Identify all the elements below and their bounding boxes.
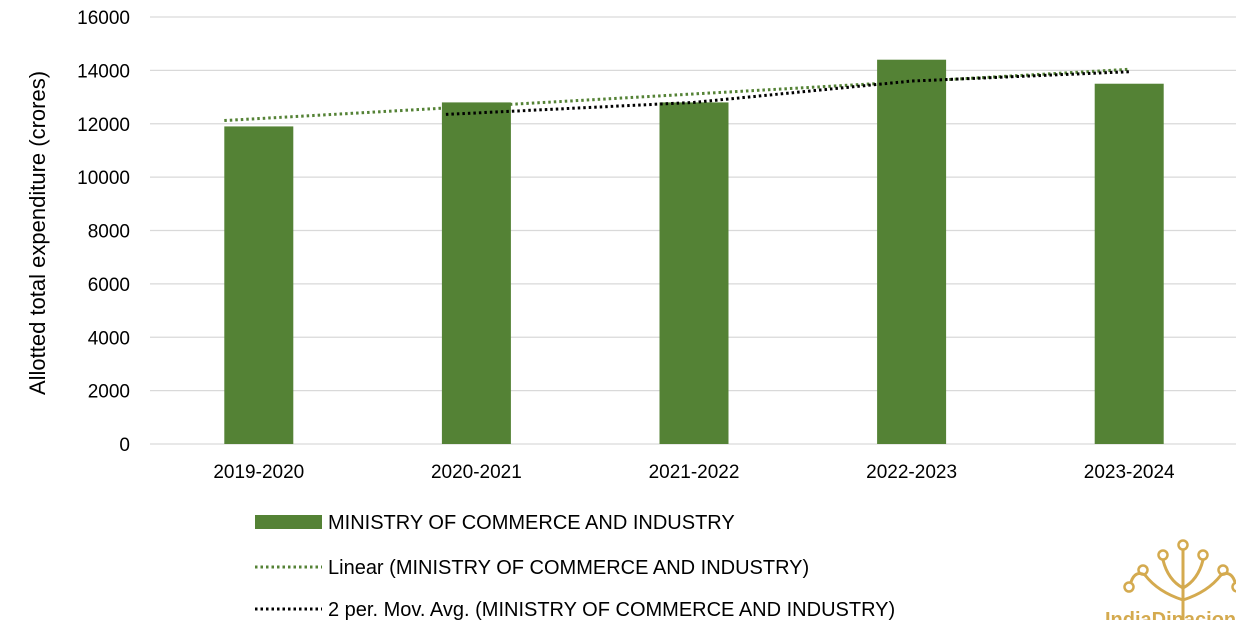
logo-branch xyxy=(1161,558,1185,590)
y-tick-label: 4000 xyxy=(88,328,130,349)
legend-label: MINISTRY OF COMMERCE AND INDUSTRY xyxy=(328,512,735,534)
x-tick-label: 2023-2024 xyxy=(1084,462,1175,483)
legend-label: Linear (MINISTRY OF COMMERCE AND INDUSTR… xyxy=(328,557,809,579)
legend-label: 2 per. Mov. Avg. (MINISTRY OF COMMERCE A… xyxy=(328,599,895,620)
tree-logo-icon: IndiaDipacion xyxy=(1105,539,1236,620)
x-tick-label: 2021-2022 xyxy=(649,462,740,483)
logo-branch xyxy=(1181,558,1205,590)
logo-node xyxy=(1197,549,1209,561)
logo-node xyxy=(1231,581,1236,593)
legend: MINISTRY OF COMMERCE AND INDUSTRY Linear … xyxy=(255,512,895,620)
bar xyxy=(441,102,511,445)
y-tick-label: 10000 xyxy=(77,168,130,189)
bars xyxy=(224,59,1164,445)
x-tick-label: 2020-2021 xyxy=(431,462,522,483)
bar xyxy=(1094,83,1164,444)
x-axis-ticks: 2019-2020 2020-2021 2021-2022 2022-2023 2023… xyxy=(213,462,1175,483)
y-tick-label: 16000 xyxy=(77,8,130,29)
y-tick-label: 14000 xyxy=(77,61,130,82)
x-tick-label: 2019-2020 xyxy=(213,462,304,483)
logo-node xyxy=(1217,564,1229,576)
y-axis-ticks: 0 2000 4000 6000 8000 10000 12000 14000 16000 xyxy=(77,8,130,456)
logo-node xyxy=(1123,581,1135,593)
bar xyxy=(877,59,947,444)
y-tick-label: 8000 xyxy=(88,222,130,243)
y-tick-label: 6000 xyxy=(88,275,130,296)
bar xyxy=(659,102,729,445)
y-axis-label: Allotted total expenditure (crores) xyxy=(25,71,50,395)
legend-swatch-bar xyxy=(255,515,322,529)
bar xyxy=(224,126,294,444)
logo-node xyxy=(1137,564,1149,576)
logo-wordmark: IndiaDipacion xyxy=(1105,609,1236,620)
trendlines xyxy=(224,67,1130,123)
y-tick-label: 2000 xyxy=(88,382,130,403)
x-tick-label: 2022-2023 xyxy=(866,462,957,483)
logo-node xyxy=(1157,549,1169,561)
y-tick-label: 0 xyxy=(119,435,130,456)
logo-node xyxy=(1177,539,1189,551)
logo-branch xyxy=(1181,573,1223,602)
y-tick-label: 12000 xyxy=(77,115,130,136)
logo-branch xyxy=(1143,573,1185,602)
moving-average-trendline xyxy=(445,70,1130,116)
